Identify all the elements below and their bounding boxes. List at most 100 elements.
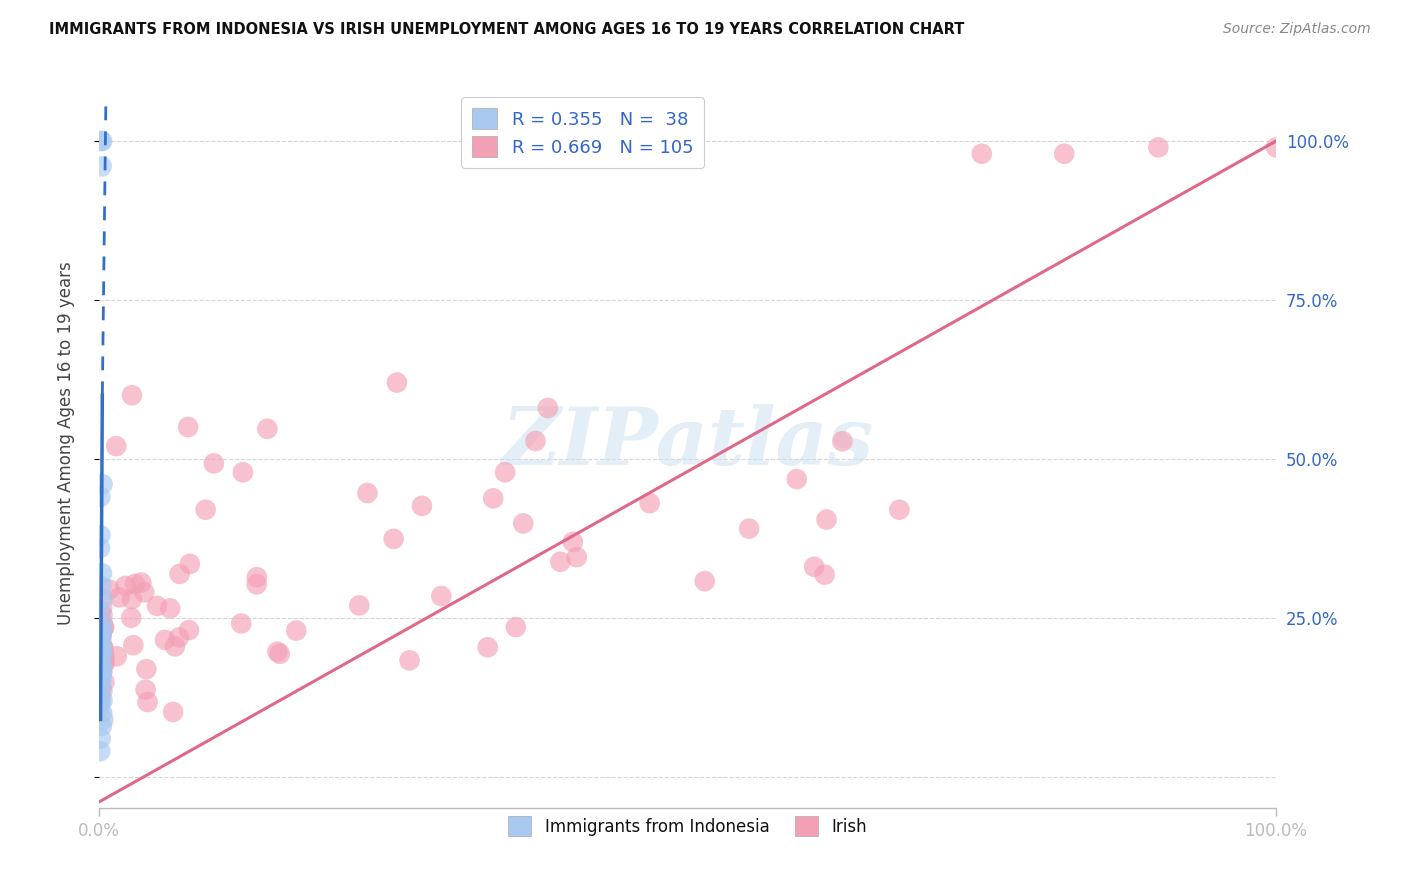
Point bbox=[93, 620, 115, 634]
Point bbox=[638, 496, 661, 510]
Point bbox=[114, 579, 136, 593]
Point bbox=[124, 577, 146, 591]
Point bbox=[90, 629, 112, 643]
Point bbox=[91, 591, 114, 606]
Point bbox=[512, 516, 534, 531]
Point bbox=[831, 434, 853, 449]
Point bbox=[89, 687, 111, 701]
Point bbox=[91, 640, 114, 654]
Point bbox=[494, 465, 516, 479]
Point bbox=[1147, 140, 1170, 154]
Point bbox=[179, 557, 201, 571]
Point bbox=[120, 611, 142, 625]
Point bbox=[90, 719, 112, 733]
Point bbox=[91, 601, 114, 615]
Point bbox=[91, 477, 114, 491]
Point bbox=[131, 575, 153, 590]
Y-axis label: Unemployment Among Ages 16 to 19 years: Unemployment Among Ages 16 to 19 years bbox=[58, 261, 75, 624]
Point bbox=[889, 502, 911, 516]
Point bbox=[122, 638, 145, 652]
Point bbox=[91, 706, 114, 720]
Point bbox=[356, 486, 378, 500]
Point bbox=[382, 532, 405, 546]
Point bbox=[90, 647, 112, 661]
Point bbox=[89, 661, 111, 675]
Point bbox=[93, 643, 115, 657]
Point bbox=[246, 570, 269, 584]
Point bbox=[256, 422, 278, 436]
Text: Source: ZipAtlas.com: Source: ZipAtlas.com bbox=[1223, 22, 1371, 37]
Point bbox=[89, 541, 111, 555]
Point bbox=[93, 645, 115, 659]
Point bbox=[162, 705, 184, 719]
Point bbox=[93, 657, 115, 672]
Point bbox=[786, 472, 808, 486]
Point bbox=[93, 713, 115, 727]
Point bbox=[505, 620, 527, 634]
Point bbox=[285, 624, 308, 638]
Point bbox=[93, 656, 115, 670]
Point bbox=[93, 621, 115, 635]
Point bbox=[90, 624, 112, 638]
Point bbox=[91, 693, 114, 707]
Point bbox=[90, 642, 112, 657]
Point bbox=[163, 640, 186, 654]
Point bbox=[108, 591, 131, 605]
Point bbox=[136, 695, 159, 709]
Point bbox=[135, 682, 157, 697]
Point bbox=[266, 645, 288, 659]
Point bbox=[91, 134, 114, 148]
Point bbox=[803, 559, 825, 574]
Point bbox=[89, 744, 111, 758]
Point bbox=[91, 648, 114, 663]
Point bbox=[169, 566, 191, 581]
Point bbox=[167, 631, 190, 645]
Point bbox=[159, 601, 181, 615]
Point bbox=[91, 650, 114, 665]
Point bbox=[90, 674, 112, 689]
Point bbox=[477, 640, 499, 655]
Point bbox=[550, 555, 572, 569]
Point bbox=[738, 522, 761, 536]
Point bbox=[89, 655, 111, 669]
Point bbox=[89, 673, 111, 687]
Point bbox=[105, 649, 128, 664]
Text: ZIPatlas: ZIPatlas bbox=[502, 404, 873, 482]
Point bbox=[524, 434, 547, 448]
Point bbox=[90, 651, 112, 665]
Point bbox=[105, 439, 128, 453]
Point bbox=[90, 160, 112, 174]
Point bbox=[90, 662, 112, 676]
Point bbox=[93, 651, 115, 665]
Point bbox=[91, 640, 114, 655]
Text: IMMIGRANTS FROM INDONESIA VS IRISH UNEMPLOYMENT AMONG AGES 16 TO 19 YEARS CORREL: IMMIGRANTS FROM INDONESIA VS IRISH UNEMP… bbox=[49, 22, 965, 37]
Point bbox=[232, 465, 254, 479]
Point bbox=[177, 420, 200, 434]
Point bbox=[90, 134, 112, 148]
Point bbox=[90, 731, 112, 746]
Point bbox=[90, 635, 112, 649]
Point bbox=[398, 653, 420, 667]
Point bbox=[269, 647, 291, 661]
Point bbox=[90, 668, 112, 682]
Point bbox=[89, 618, 111, 632]
Point bbox=[89, 630, 111, 644]
Point bbox=[537, 401, 560, 415]
Point bbox=[91, 566, 114, 581]
Legend: Immigrants from Indonesia, Irish: Immigrants from Indonesia, Irish bbox=[499, 808, 875, 844]
Point bbox=[1265, 140, 1288, 154]
Point bbox=[90, 636, 112, 650]
Point bbox=[90, 630, 112, 644]
Point bbox=[91, 623, 114, 637]
Point bbox=[93, 675, 115, 690]
Point bbox=[231, 616, 253, 631]
Point bbox=[814, 567, 837, 582]
Point bbox=[385, 376, 408, 390]
Point bbox=[89, 693, 111, 707]
Point bbox=[1053, 146, 1076, 161]
Point bbox=[135, 662, 157, 676]
Point bbox=[91, 665, 114, 680]
Point bbox=[89, 636, 111, 650]
Point bbox=[91, 642, 114, 657]
Point bbox=[90, 579, 112, 593]
